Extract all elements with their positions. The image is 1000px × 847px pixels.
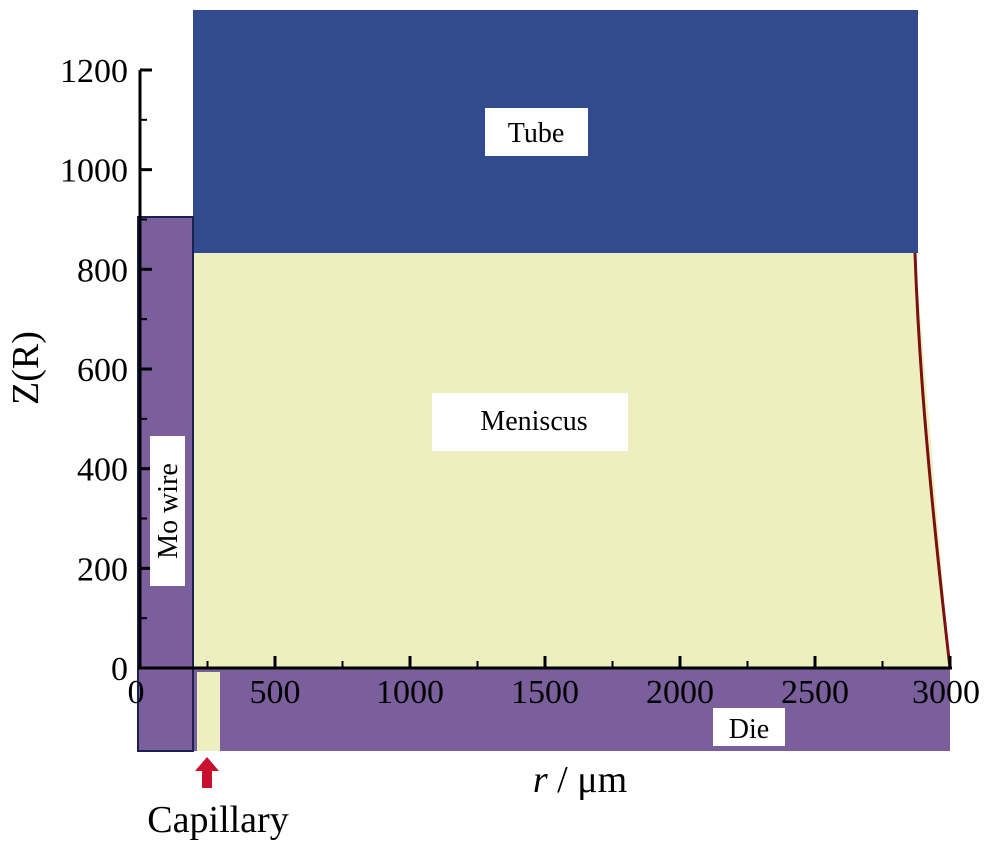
y-tick-label: 800 (77, 252, 128, 289)
y-tick-label: 0 (111, 651, 128, 688)
die-label: Die (729, 714, 769, 745)
capillary-label: Capillary (147, 799, 288, 841)
tube-label: Tube (508, 118, 565, 149)
meniscus-region (193, 253, 950, 668)
die-region (193, 668, 950, 751)
y-tick-label: 600 (77, 352, 128, 389)
meniscus-label: Meniscus (480, 406, 587, 437)
y-tick-label: 400 (77, 452, 128, 489)
x-tick-label: 1000 (376, 674, 444, 711)
meniscus-boundary (913, 252, 952, 669)
capillary-arrow-icon (195, 757, 219, 788)
y-tick-label: 200 (77, 551, 128, 588)
x-tick-label: 1500 (511, 674, 579, 711)
y-axis-ticks: 0 200 400 600 800 1000 1200 (60, 53, 152, 688)
x-axis-title: r / μm (533, 759, 627, 801)
die-label-box (713, 708, 785, 746)
x-tick-label: 3000 (912, 674, 980, 711)
mo-wire-label: Mo wire (153, 463, 184, 559)
y-tick-label: 1200 (60, 53, 128, 90)
capillary-region (197, 672, 220, 751)
meniscus-label-box (432, 393, 628, 451)
y-tick-label: 1000 (60, 153, 128, 190)
tube-label-box (485, 108, 588, 156)
y-axis-title: Z(R) (5, 331, 47, 405)
x-tick-label: 0 (128, 674, 145, 711)
x-axis-ticks: 0 500 1000 1500 2000 2500 3000 (128, 656, 980, 711)
x-tick-label: 2500 (781, 674, 849, 711)
mo-wire-label-box (150, 436, 185, 586)
x-tick-label: 2000 (646, 674, 714, 711)
x-tick-label: 500 (250, 674, 301, 711)
